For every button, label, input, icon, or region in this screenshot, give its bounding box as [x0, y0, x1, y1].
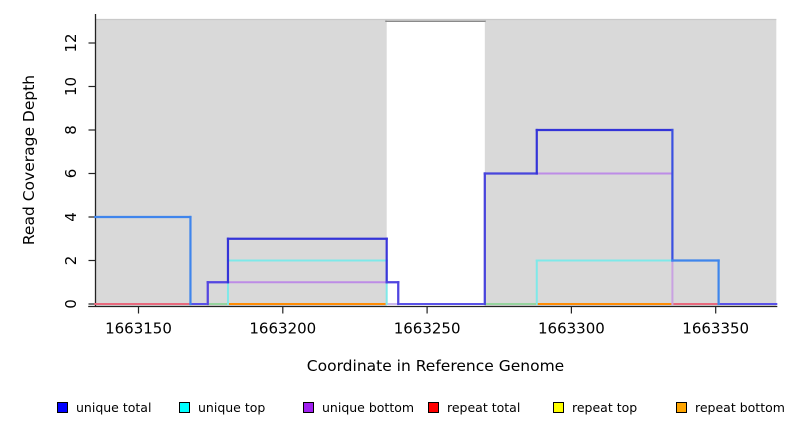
repeat-bottom-swatch-icon	[676, 401, 687, 413]
x-tick-label: 1663200	[249, 320, 316, 338]
y-tick-label: 2	[62, 256, 80, 266]
legend-item-repeat-bottom: repeat bottom	[676, 398, 785, 416]
legend-label: repeat top	[572, 399, 638, 415]
y-axis-title: Read Coverage Depth	[20, 74, 38, 246]
y-tick-label: 8	[62, 125, 80, 135]
y-tick-label: 10	[62, 77, 80, 96]
unique-total-swatch-icon	[57, 401, 68, 413]
repeat-top-swatch-icon	[553, 401, 564, 413]
y-tick-label: 0	[62, 299, 80, 309]
legend-label: repeat bottom	[695, 399, 785, 415]
unique-bottom-swatch-icon	[303, 401, 314, 413]
y-tick-label: 6	[62, 169, 80, 179]
x-tick-label: 1663300	[538, 320, 605, 338]
x-tick-label: 1663150	[105, 320, 172, 338]
legend-label: unique total	[76, 399, 152, 415]
legend-item-repeat-total: repeat total	[428, 398, 520, 416]
legend-item-unique-top: unique top	[179, 398, 265, 416]
legend-label: unique bottom	[322, 399, 415, 415]
x-tick-label: 1663350	[682, 320, 749, 338]
legend-item-unique-total: unique total	[57, 398, 151, 416]
unique-top-swatch-icon	[179, 401, 190, 413]
legend-label: repeat total	[447, 399, 521, 415]
legend: unique total unique top unique bottom re…	[0, 398, 792, 422]
legend-item-repeat-top: repeat top	[553, 398, 637, 416]
legend-item-unique-bottom: unique bottom	[303, 398, 414, 416]
repeat-total-swatch-icon	[428, 401, 439, 413]
y-tick-label: 12	[62, 33, 80, 52]
x-tick-label: 1663250	[394, 320, 461, 338]
y-tick-label: 4	[62, 212, 80, 222]
coverage-panel	[95, 19, 387, 306]
legend-label: unique top	[198, 399, 266, 415]
x-axis-title: Coordinate in Reference Genome	[306, 357, 565, 375]
coverage-panel	[484, 19, 777, 306]
